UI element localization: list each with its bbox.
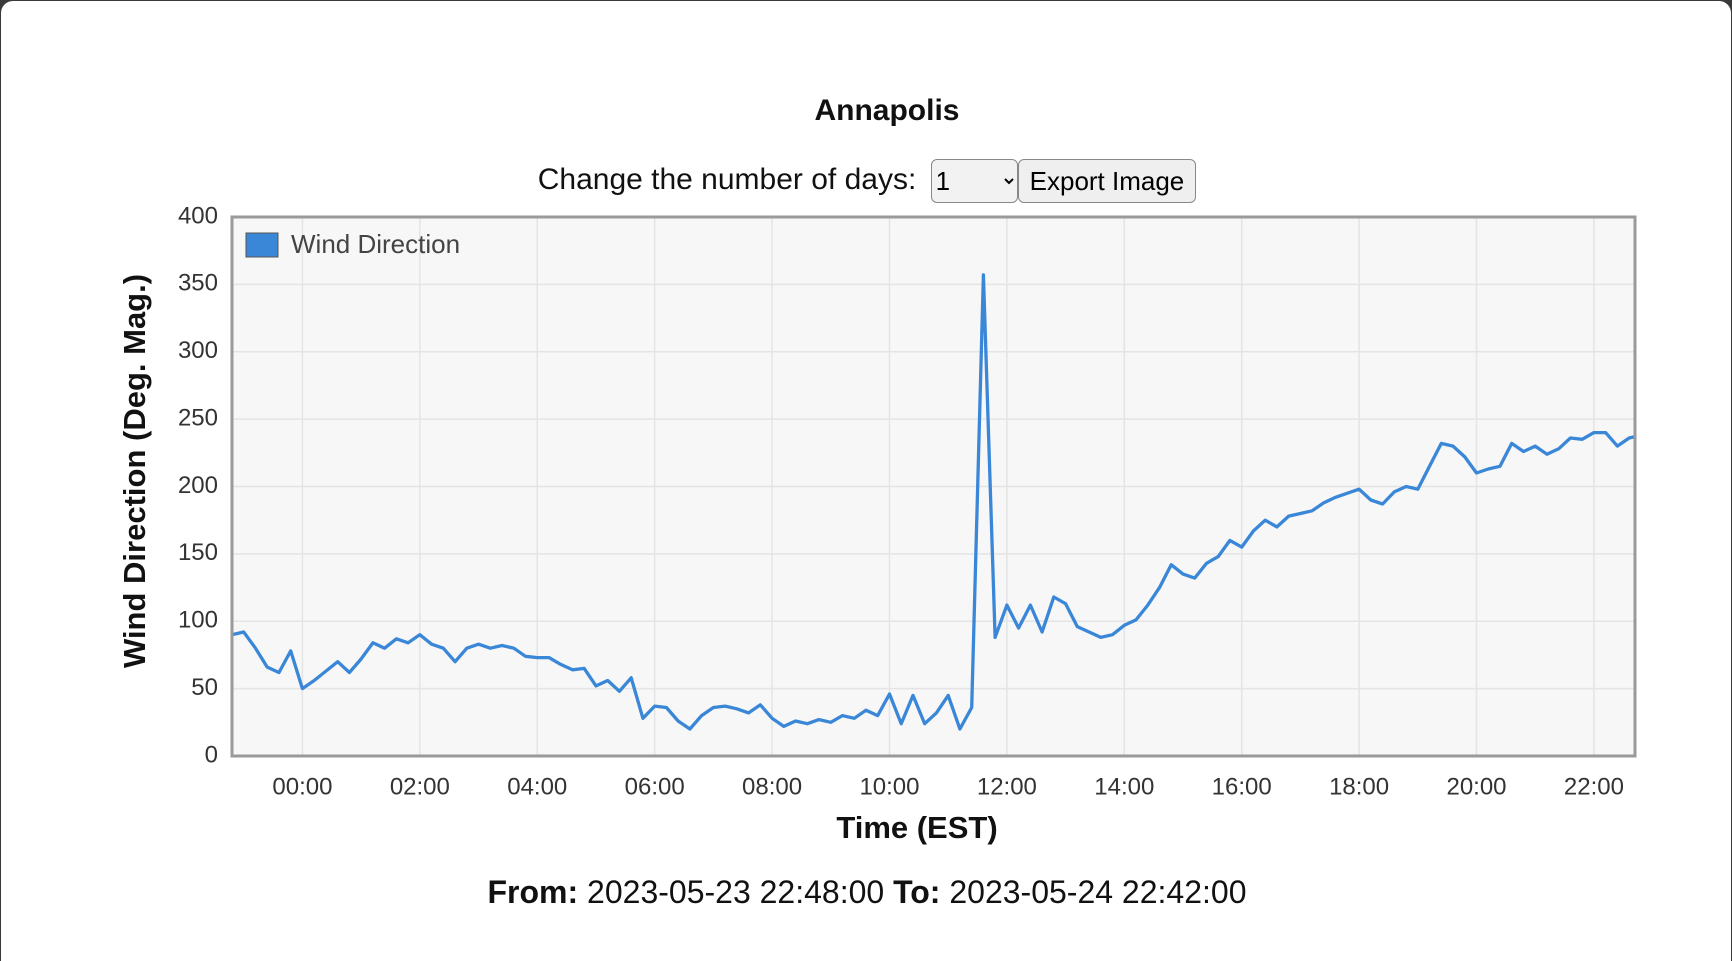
x-tick-label: 02:00 (390, 773, 450, 800)
y-tick-label: 350 (178, 270, 218, 297)
x-tick-label: 12:00 (977, 773, 1037, 800)
chart-title: Annapolis (814, 94, 959, 127)
x-tick-label: 18:00 (1329, 773, 1389, 800)
legend-label: Wind Direction (291, 229, 460, 259)
days-select[interactable]: 1 (930, 159, 1018, 203)
from-label: From: (487, 874, 579, 910)
footer: From: 2023-05-23 22:48:00 To: 2023-05-24… (1, 874, 1732, 911)
y-tick-label: 300 (178, 337, 218, 364)
x-tick-label: 04:00 (507, 773, 567, 800)
y-axis-label: Wind Direction (Deg. Mag.) (117, 274, 152, 668)
y-tick-label: 200 (178, 472, 218, 499)
x-axis-label: Time (EST) (836, 810, 997, 845)
y-tick-label: 150 (178, 539, 218, 566)
days-label: Change the number of days: (537, 162, 917, 196)
export-button[interactable]: Export Image (1017, 159, 1197, 203)
y-tick-label: 0 (205, 741, 218, 768)
y-tick-label: 50 (191, 674, 218, 701)
controls: Change the number of days: 1 Export Image (1, 159, 1732, 203)
legend-swatch (245, 232, 279, 258)
to-date: 2023-05-24 22:42:00 (949, 874, 1247, 910)
from-date: 2023-05-23 22:48:00 (587, 874, 885, 910)
x-tick-label: 20:00 (1446, 773, 1506, 800)
x-tick-label: 06:00 (625, 773, 685, 800)
x-tick-label: 22:00 (1564, 773, 1624, 800)
data-line (231, 273, 1636, 731)
x-tick-label: 16:00 (1212, 773, 1272, 800)
y-tick-label: 400 (178, 202, 218, 229)
x-tick-label: 10:00 (859, 773, 919, 800)
x-tick-label: 00:00 (272, 773, 332, 800)
to-label: To: (893, 874, 941, 910)
plot-border (230, 215, 1637, 758)
x-tick-label: 14:00 (1094, 773, 1154, 800)
y-tick-label: 250 (178, 404, 218, 431)
y-tick-label: 100 (178, 607, 218, 634)
x-tick-label: 08:00 (742, 773, 802, 800)
